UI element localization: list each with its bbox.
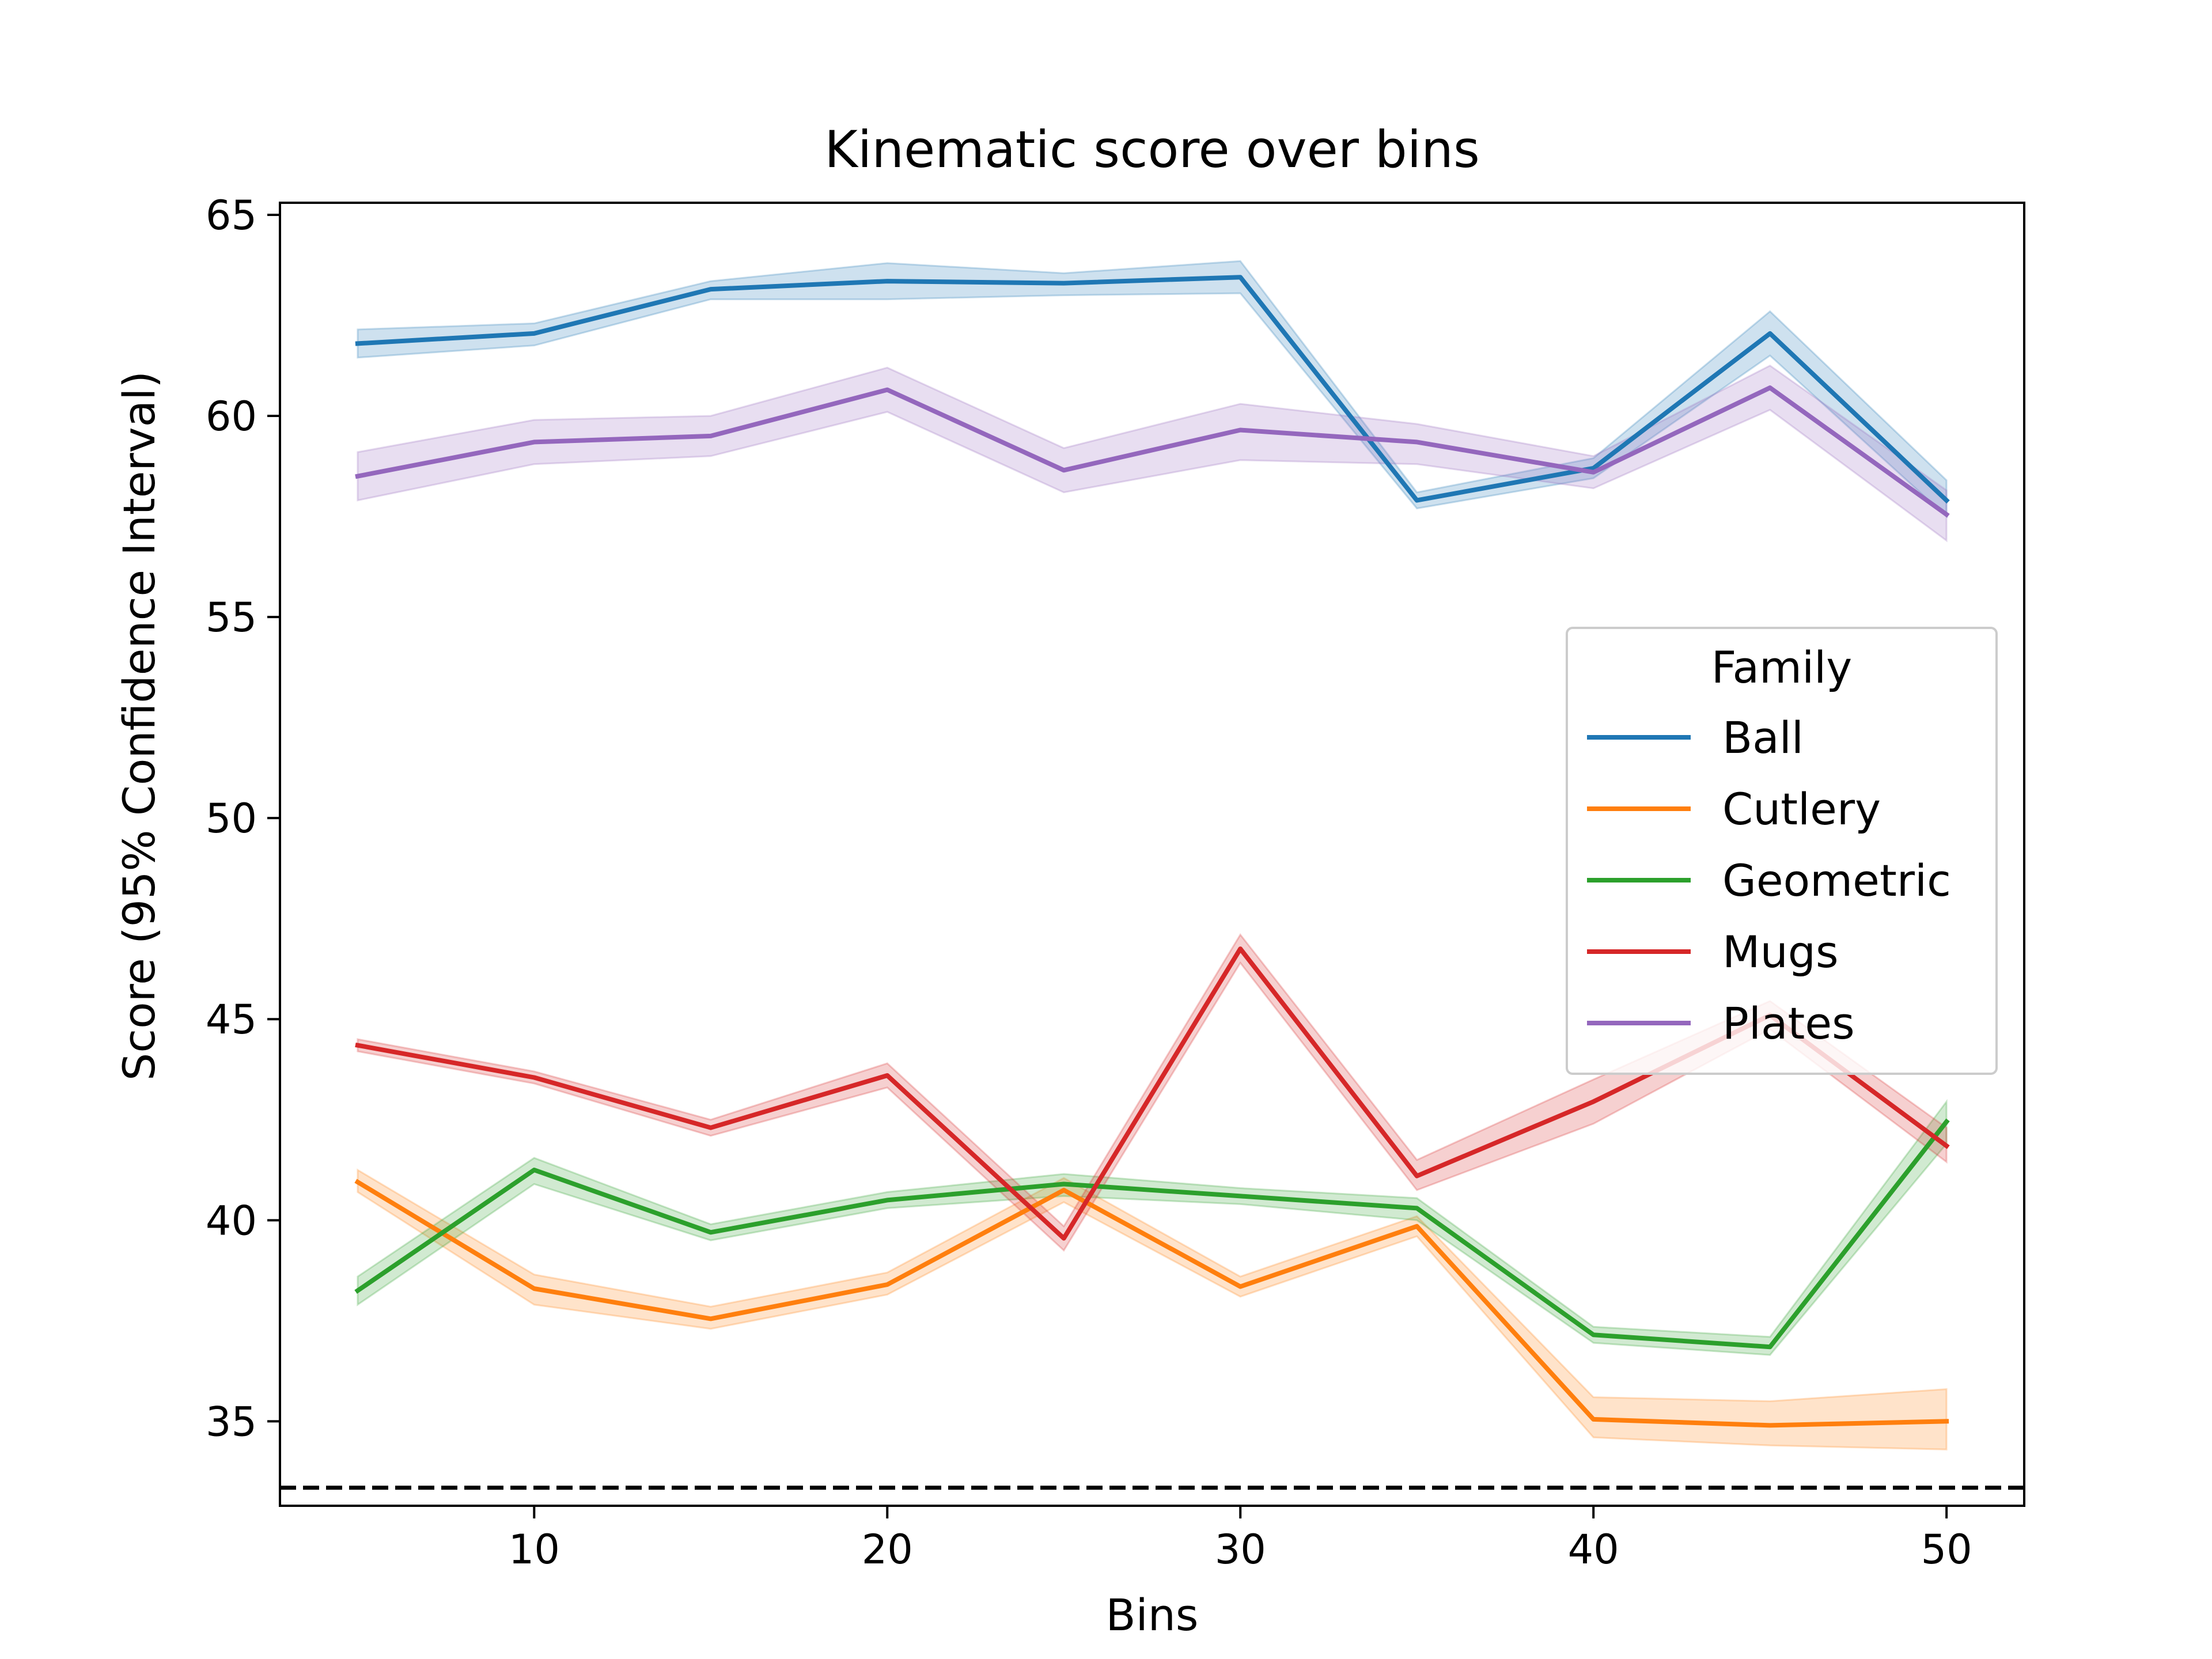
legend-title: Family [1711,642,1853,693]
series-line-cutlery [354,1179,1949,1428]
ci-band-plates [357,364,1948,543]
x-tick-label: 50 [1921,1526,1972,1573]
y-tick-label: 60 [206,393,257,440]
legend: Family Ball Cutlery Geometric Mugs Plates [1566,627,1998,1075]
x-tick-label: 30 [1215,1526,1266,1573]
y-tick-label: 45 [206,996,257,1043]
legend-label-mugs: Mugs [1722,926,1839,978]
y-tick-label: 55 [206,594,257,641]
x-tick-label: 40 [1568,1526,1619,1573]
plot-frame [279,202,2025,1507]
chart-title: Kinematic score over bins [824,120,1480,179]
series-line-ball [355,275,1950,504]
y-axis: 35 40 45 50 55 60 65 [206,192,280,1445]
series-line-plates [355,385,1950,518]
legend-label-geometric: Geometric [1722,855,1951,906]
y-tick-label: 40 [206,1197,257,1244]
x-axis: 10 20 30 40 50 [509,1506,1972,1573]
legend-label-cutlery: Cutlery [1722,783,1881,835]
y-tick-label: 35 [206,1398,257,1445]
x-tick-label: 10 [509,1526,560,1573]
x-tick-label: 20 [862,1526,913,1573]
x-axis-label: Bins [1105,1589,1198,1641]
legend-label-ball: Ball [1722,712,1804,763]
series-line-geometric [354,1118,1950,1350]
y-tick-label: 50 [206,795,257,842]
ci-band-cutlery [357,1168,1948,1450]
y-tick-label: 65 [206,192,257,239]
legend-label-plates: Plates [1722,998,1855,1049]
y-axis-label: Score (95% Confidence Interval) [113,371,165,1081]
